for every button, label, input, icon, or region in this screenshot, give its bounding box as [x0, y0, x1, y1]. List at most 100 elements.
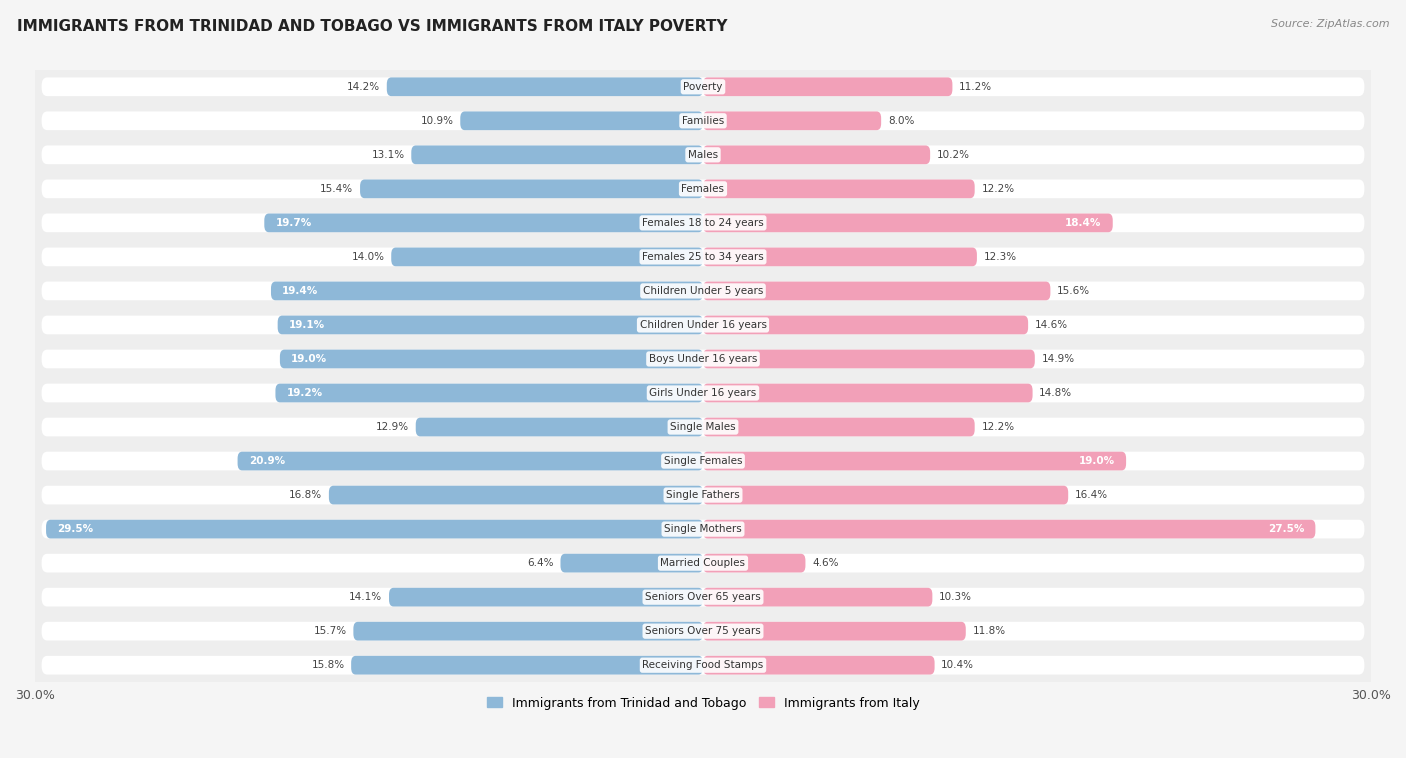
- FancyBboxPatch shape: [271, 281, 703, 300]
- FancyBboxPatch shape: [703, 520, 1316, 538]
- Text: 16.8%: 16.8%: [290, 490, 322, 500]
- FancyBboxPatch shape: [35, 614, 1371, 648]
- Text: Females 25 to 34 years: Females 25 to 34 years: [643, 252, 763, 262]
- Text: 14.2%: 14.2%: [347, 82, 380, 92]
- FancyBboxPatch shape: [703, 418, 974, 437]
- FancyBboxPatch shape: [42, 520, 1364, 538]
- Text: 15.6%: 15.6%: [1057, 286, 1090, 296]
- Legend: Immigrants from Trinidad and Tobago, Immigrants from Italy: Immigrants from Trinidad and Tobago, Imm…: [482, 691, 924, 715]
- FancyBboxPatch shape: [42, 418, 1364, 437]
- FancyBboxPatch shape: [42, 452, 1364, 471]
- Text: 15.8%: 15.8%: [311, 660, 344, 670]
- FancyBboxPatch shape: [35, 240, 1371, 274]
- FancyBboxPatch shape: [35, 444, 1371, 478]
- Text: Boys Under 16 years: Boys Under 16 years: [648, 354, 758, 364]
- Text: 12.2%: 12.2%: [981, 184, 1015, 194]
- Text: Single Fathers: Single Fathers: [666, 490, 740, 500]
- FancyBboxPatch shape: [353, 622, 703, 641]
- FancyBboxPatch shape: [35, 512, 1371, 546]
- Text: Females 18 to 24 years: Females 18 to 24 years: [643, 218, 763, 228]
- FancyBboxPatch shape: [389, 587, 703, 606]
- Text: Females: Females: [682, 184, 724, 194]
- Text: 27.5%: 27.5%: [1268, 524, 1305, 534]
- FancyBboxPatch shape: [35, 138, 1371, 172]
- FancyBboxPatch shape: [460, 111, 703, 130]
- FancyBboxPatch shape: [238, 452, 703, 471]
- FancyBboxPatch shape: [35, 478, 1371, 512]
- Text: Males: Males: [688, 150, 718, 160]
- Text: 8.0%: 8.0%: [887, 116, 914, 126]
- Text: IMMIGRANTS FROM TRINIDAD AND TOBAGO VS IMMIGRANTS FROM ITALY POVERTY: IMMIGRANTS FROM TRINIDAD AND TOBAGO VS I…: [17, 19, 727, 34]
- FancyBboxPatch shape: [42, 77, 1364, 96]
- Text: 11.8%: 11.8%: [973, 626, 1005, 636]
- FancyBboxPatch shape: [35, 546, 1371, 580]
- FancyBboxPatch shape: [703, 452, 1126, 471]
- FancyBboxPatch shape: [42, 587, 1364, 606]
- FancyBboxPatch shape: [46, 520, 703, 538]
- FancyBboxPatch shape: [35, 274, 1371, 308]
- FancyBboxPatch shape: [42, 111, 1364, 130]
- Text: Single Males: Single Males: [671, 422, 735, 432]
- FancyBboxPatch shape: [703, 622, 966, 641]
- FancyBboxPatch shape: [42, 214, 1364, 232]
- Text: 10.4%: 10.4%: [941, 660, 974, 670]
- Text: 16.4%: 16.4%: [1076, 490, 1108, 500]
- Text: 15.4%: 15.4%: [321, 184, 353, 194]
- FancyBboxPatch shape: [42, 180, 1364, 198]
- Text: Single Females: Single Females: [664, 456, 742, 466]
- FancyBboxPatch shape: [42, 349, 1364, 368]
- Text: Seniors Over 75 years: Seniors Over 75 years: [645, 626, 761, 636]
- Text: Girls Under 16 years: Girls Under 16 years: [650, 388, 756, 398]
- FancyBboxPatch shape: [42, 248, 1364, 266]
- FancyBboxPatch shape: [42, 146, 1364, 164]
- FancyBboxPatch shape: [264, 214, 703, 232]
- FancyBboxPatch shape: [703, 315, 1028, 334]
- FancyBboxPatch shape: [387, 77, 703, 96]
- FancyBboxPatch shape: [352, 656, 703, 675]
- Text: 12.2%: 12.2%: [981, 422, 1015, 432]
- Text: 18.4%: 18.4%: [1066, 218, 1102, 228]
- Text: Families: Families: [682, 116, 724, 126]
- Text: Married Couples: Married Couples: [661, 558, 745, 568]
- Text: Source: ZipAtlas.com: Source: ZipAtlas.com: [1271, 19, 1389, 29]
- FancyBboxPatch shape: [35, 648, 1371, 682]
- FancyBboxPatch shape: [276, 384, 703, 402]
- Text: 10.3%: 10.3%: [939, 592, 972, 602]
- Text: 14.1%: 14.1%: [349, 592, 382, 602]
- FancyBboxPatch shape: [35, 342, 1371, 376]
- FancyBboxPatch shape: [42, 281, 1364, 300]
- FancyBboxPatch shape: [703, 587, 932, 606]
- FancyBboxPatch shape: [42, 622, 1364, 641]
- Text: Single Mothers: Single Mothers: [664, 524, 742, 534]
- Text: 12.9%: 12.9%: [375, 422, 409, 432]
- FancyBboxPatch shape: [703, 248, 977, 266]
- Text: Receiving Food Stamps: Receiving Food Stamps: [643, 660, 763, 670]
- FancyBboxPatch shape: [35, 70, 1371, 104]
- FancyBboxPatch shape: [35, 172, 1371, 206]
- Text: 10.2%: 10.2%: [936, 150, 970, 160]
- Text: 13.1%: 13.1%: [371, 150, 405, 160]
- FancyBboxPatch shape: [703, 656, 935, 675]
- FancyBboxPatch shape: [703, 554, 806, 572]
- FancyBboxPatch shape: [35, 308, 1371, 342]
- FancyBboxPatch shape: [42, 384, 1364, 402]
- FancyBboxPatch shape: [35, 410, 1371, 444]
- FancyBboxPatch shape: [561, 554, 703, 572]
- FancyBboxPatch shape: [42, 486, 1364, 504]
- Text: 4.6%: 4.6%: [813, 558, 838, 568]
- FancyBboxPatch shape: [703, 214, 1112, 232]
- Text: 11.2%: 11.2%: [959, 82, 993, 92]
- FancyBboxPatch shape: [703, 384, 1032, 402]
- FancyBboxPatch shape: [35, 104, 1371, 138]
- Text: 19.0%: 19.0%: [291, 354, 328, 364]
- Text: 10.9%: 10.9%: [420, 116, 454, 126]
- Text: 6.4%: 6.4%: [527, 558, 554, 568]
- Text: 19.0%: 19.0%: [1078, 456, 1115, 466]
- Text: 20.9%: 20.9%: [249, 456, 285, 466]
- FancyBboxPatch shape: [42, 315, 1364, 334]
- Text: Seniors Over 65 years: Seniors Over 65 years: [645, 592, 761, 602]
- FancyBboxPatch shape: [277, 315, 703, 334]
- FancyBboxPatch shape: [42, 656, 1364, 675]
- Text: 29.5%: 29.5%: [58, 524, 93, 534]
- FancyBboxPatch shape: [35, 206, 1371, 240]
